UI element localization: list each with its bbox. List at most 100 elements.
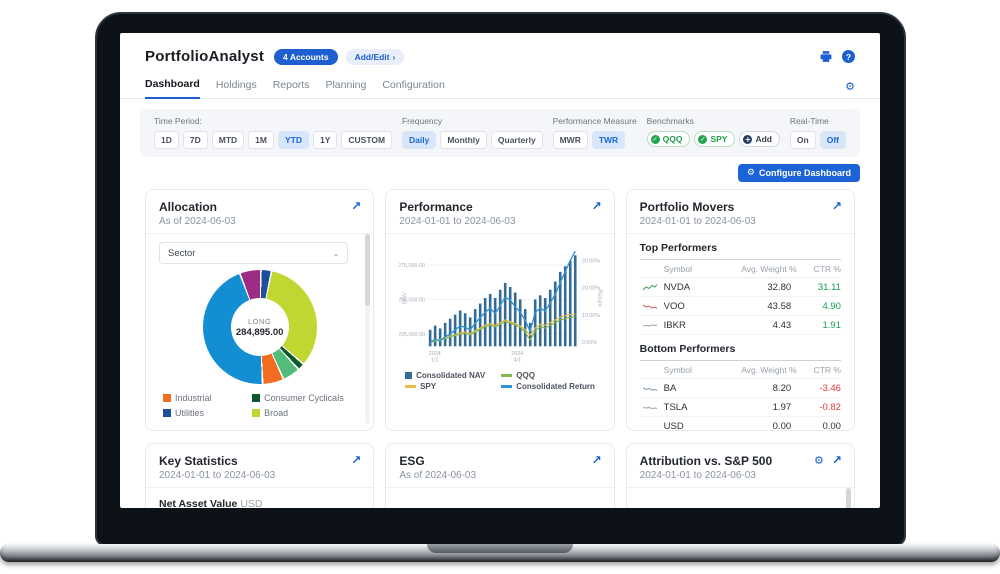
scrollbar [845, 488, 851, 508]
app-title: PortfolioAnalyst [145, 48, 265, 65]
frequency-monthly[interactable]: Monthly [440, 131, 487, 149]
table-row[interactable]: TSLA 1.97 -0.82 [639, 398, 841, 417]
real-time-on[interactable]: On [789, 131, 816, 149]
bottom-performers-heading: Bottom Performers [639, 343, 841, 361]
expand-icon[interactable]: ↗ [351, 453, 362, 467]
frequency-daily[interactable]: Daily [401, 131, 437, 149]
expand-icon[interactable]: ↗ [591, 453, 602, 467]
svg-text:20.00%: 20.00% [582, 286, 600, 292]
frequency-quarterly[interactable]: Quarterly [490, 131, 543, 149]
expand-icon[interactable]: ↗ [831, 453, 842, 467]
add-edit-button[interactable]: Add/Edit › [345, 48, 405, 65]
sparkline-icon [642, 323, 657, 327]
allocation-subtitle: As of 2024-06-03 [159, 216, 236, 227]
legend-swatch [405, 385, 417, 388]
benchmark-spy[interactable]: ✓ SPY [694, 131, 736, 147]
svg-text:1/1: 1/1 [431, 358, 438, 364]
print-icon[interactable] [819, 50, 833, 63]
time-period-1m[interactable]: 1M [248, 131, 274, 149]
benchmark-qqq[interactable]: ✓ QQQ [646, 131, 691, 147]
time-period-ytd[interactable]: YTD [277, 131, 309, 149]
table-row[interactable]: NVDA 32.80 31.11 [639, 278, 841, 297]
gear-icon[interactable]: ⚙ [845, 80, 855, 93]
measure-mwr[interactable]: MWR [552, 131, 588, 149]
attribution-subtitle: 2024-01-01 to 2024-06-03 [639, 470, 756, 481]
net-asset-value-label: Net Asset Value USD [159, 498, 360, 508]
portfolio-movers-card: Portfolio Movers 2024-01-01 to 2024-06-0… [625, 189, 855, 431]
expand-icon[interactable]: ↗ [591, 199, 602, 213]
allocation-title: Allocation [159, 200, 218, 214]
legend-swatch [501, 385, 513, 388]
table-header: Symbol Avg. Weight % CTR % [639, 260, 841, 278]
legend-item-spy: SPY [405, 382, 485, 391]
gear-icon[interactable]: ⚙ [814, 453, 824, 467]
app-header: PortfolioAnalyst 4 Accounts Add/Edit › ? [120, 33, 880, 65]
sparkline-icon [642, 387, 657, 391]
performance-chart[interactable]: 275,000.00 250,000.00 225,000.00 30.00% 20.0… [399, 236, 603, 370]
legend-item-consumer-cyclicals: Consumer Cyclicals [252, 393, 360, 403]
tab-dashboard[interactable]: Dashboard [145, 78, 200, 99]
table-row[interactable]: USD 0.00 0.00 [640, 417, 841, 431]
movers-title: Portfolio Movers [639, 200, 735, 214]
configure-dashboard-button[interactable]: ⚙ Configure Dashboard [737, 164, 860, 182]
help-icon[interactable]: ? [842, 50, 855, 63]
esg-title: ESG [399, 454, 425, 468]
sector-select[interactable]: Sector ⌄ [159, 242, 349, 264]
tab-planning[interactable]: Planning [325, 79, 367, 91]
legend-swatch [252, 409, 261, 417]
legend-item-industrial: Industrial [163, 393, 246, 403]
svg-text:4/1: 4/1 [514, 358, 521, 364]
esg-card: ESG As of 2024-06-03 ↗ [385, 443, 615, 508]
expand-icon[interactable]: ↗ [831, 199, 842, 213]
chevron-right-icon: › [392, 51, 396, 62]
time-period-1d[interactable]: 1D [154, 131, 179, 149]
tab-holdings[interactable]: Holdings [215, 79, 257, 91]
allocation-donut[interactable]: LONG 284,895.00 [202, 270, 317, 384]
svg-text:2024: 2024 [512, 351, 524, 357]
time-period-mtd[interactable]: MTD [211, 131, 245, 149]
check-icon: ✓ [698, 134, 708, 144]
accounts-badge[interactable]: 4 Accounts [274, 48, 338, 65]
donut-center-value: 284,895.00 [235, 326, 284, 338]
performance-measure-label: Performance Measure [552, 116, 637, 126]
legend-item-consolidated-nav: Consolidated NAV [405, 371, 485, 380]
real-time-label: Real-Time [789, 116, 829, 126]
table-row[interactable]: VOO 43.58 4.90 [639, 297, 841, 316]
real-time-off[interactable]: Off [819, 131, 846, 149]
table-row[interactable]: BA 8.20 -3.46 [639, 379, 841, 398]
legend-item-utilities: Utilities [163, 408, 246, 418]
gear-icon: ⚙ [746, 168, 755, 178]
time-period-label: Time Period: [154, 116, 202, 126]
benchmark-add-label: Add [755, 134, 772, 144]
sparkline-icon [642, 304, 657, 309]
scrollbar-thumb[interactable] [365, 234, 371, 306]
scrollbar [365, 234, 371, 424]
scrollbar-thumb[interactable] [845, 488, 851, 508]
time-period-1y[interactable]: 1Y [312, 131, 338, 149]
tab-configuration[interactable]: Configuration [382, 79, 445, 91]
svg-text:Return: Return [597, 289, 603, 307]
performance-legend: Consolidated NAV QQQ SPY Consolidated Re… [399, 371, 600, 391]
tab-reports[interactable]: Reports [272, 79, 310, 91]
performance-subtitle: 2024-01-01 to 2024-06-03 [399, 216, 516, 227]
expand-icon[interactable]: ↗ [351, 199, 362, 213]
benchmark-add-button[interactable]: + Add [739, 131, 780, 147]
frequency-label: Frequency [401, 116, 443, 126]
benchmarks-group: Benchmarks ✓ QQQ ✓ SPY + Add [646, 116, 780, 149]
configure-dashboard-label: Configure Dashboard [758, 168, 851, 178]
svg-text:2024: 2024 [429, 351, 441, 357]
laptop-notch [427, 544, 573, 553]
time-period-custom[interactable]: CUSTOM [341, 131, 393, 149]
svg-text:225,000.00: 225,000.00 [399, 332, 425, 338]
table-header: Symbol Avg. Weight % CTR % [639, 361, 841, 379]
frequency-group: Frequency Daily Monthly Quarterly [401, 116, 543, 149]
chevron-down-icon: ⌄ [332, 248, 340, 258]
allocation-legend: Industrial Consumer Cyclicals Utilities … [159, 393, 360, 418]
table-row[interactable]: IBKR 4.43 1.91 [639, 316, 841, 335]
time-period-7d[interactable]: 7D [182, 131, 208, 149]
legend-swatch [405, 372, 413, 379]
measure-twr[interactable]: TWR [591, 131, 626, 149]
key-statistics-card: Key Statistics 2024-01-01 to 2024-06-03 … [145, 443, 375, 508]
sparkline-icon [642, 283, 658, 290]
